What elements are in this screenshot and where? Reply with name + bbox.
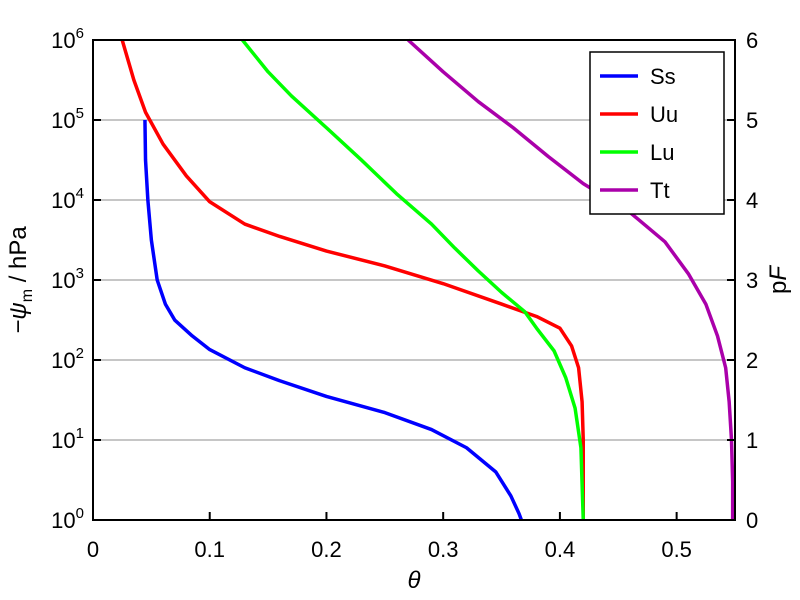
y-tick-label: 106 (51, 25, 84, 53)
y-tick-label: 105 (51, 105, 84, 133)
x-tick-label: 0.3 (428, 537, 459, 562)
right-tick-label: 4 (746, 188, 758, 213)
x-tick-labels: 0 0.1 0.2 0.3 0.4 0.5 (87, 537, 692, 562)
y-tick-label: 104 (51, 185, 84, 213)
right-tick-label: 0 (746, 508, 758, 533)
x-axis-label: θ (407, 567, 420, 594)
y-axis-label-unit: / hPa (5, 226, 32, 289)
right-axis-label-prefix: p (765, 281, 792, 294)
x-tick-label: 0 (87, 537, 99, 562)
series-line-tt (406, 38, 735, 520)
right-tick-label: 3 (746, 268, 758, 293)
ticks (92, 39, 735, 521)
y-axis-label-right: pF (765, 265, 792, 294)
y-axis-label-symbol: −ψ (5, 302, 32, 333)
y-tick-labels: 100 101 102 103 104 105 106 (51, 25, 84, 533)
right-tick-label: 5 (746, 108, 758, 133)
right-tick-label: 1 (746, 428, 758, 453)
series-lines (120, 38, 735, 521)
legend-box (589, 51, 725, 215)
y-axis-label-subscript: m (19, 289, 36, 302)
right-tick-label: 2 (746, 348, 758, 373)
legend-items: Ss Uu Lu Tt (600, 64, 678, 203)
x-tick-label: 0.4 (545, 537, 576, 562)
legend-label-lu: Lu (650, 140, 674, 165)
series-line-lu (241, 38, 585, 521)
legend-label-tt: Tt (650, 178, 670, 203)
right-axis-label-var: F (765, 265, 792, 281)
series-line-ss (143, 119, 524, 521)
legend: Ss Uu Lu Tt (589, 51, 725, 215)
right-tick-labels: 0 1 2 3 4 5 6 (746, 28, 758, 533)
x-tick-label: 0.5 (661, 537, 692, 562)
x-tick-label: 0.1 (194, 537, 225, 562)
legend-label-ss: Ss (650, 64, 676, 89)
right-tick-label: 6 (746, 28, 758, 53)
y-axis-label-left: −ψm / hPa (5, 226, 36, 334)
x-tick-label: 0.2 (311, 537, 342, 562)
legend-label-uu: Uu (650, 102, 678, 127)
series-line-uu (120, 39, 585, 520)
y-tick-label: 103 (51, 265, 84, 293)
y-tick-label: 100 (51, 505, 84, 533)
y-tick-label: 102 (51, 345, 84, 373)
y-tick-label: 101 (51, 425, 84, 453)
